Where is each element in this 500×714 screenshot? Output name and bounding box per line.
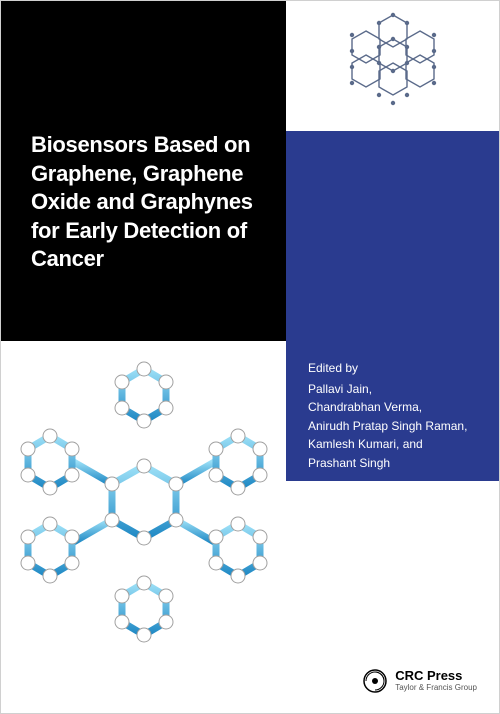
publisher-name: CRC Press	[395, 669, 477, 683]
title-row: Biosensors Based on Graphene, Graphene O…	[1, 131, 499, 341]
book-title: Biosensors Based on Graphene, Graphene O…	[31, 131, 256, 274]
editors-panel: Edited by Pallavi Jain, Chandrabhan Verm…	[286, 341, 499, 481]
editor-name: Chandrabhan Verma,	[308, 398, 481, 417]
crc-press-logo-icon	[363, 669, 387, 693]
editor-name: Kamlesh Kumari, and	[308, 435, 481, 454]
hex-icon-area	[286, 1, 499, 131]
molecule-illustration	[1, 341, 286, 681]
edited-by-label: Edited by	[308, 359, 481, 378]
title-panel: Biosensors Based on Graphene, Graphene O…	[1, 131, 286, 341]
editor-name: Pallavi Jain,	[308, 380, 481, 399]
blue-panel-upper	[286, 131, 499, 341]
top-row	[1, 1, 499, 131]
graphyne-molecule-icon	[4, 351, 284, 671]
publisher-block: CRC Press Taylor & Francis Group	[363, 669, 477, 693]
publisher-subtitle: Taylor & Francis Group	[395, 684, 477, 693]
publisher-text: CRC Press Taylor & Francis Group	[395, 669, 477, 692]
editor-name: Prashant Singh	[308, 454, 481, 473]
editor-name: Anirudh Pratap Singh Raman,	[308, 417, 481, 436]
black-spacer	[1, 1, 286, 131]
graphyne-hex-icon	[333, 11, 453, 121]
book-cover: Biosensors Based on Graphene, Graphene O…	[0, 0, 500, 714]
